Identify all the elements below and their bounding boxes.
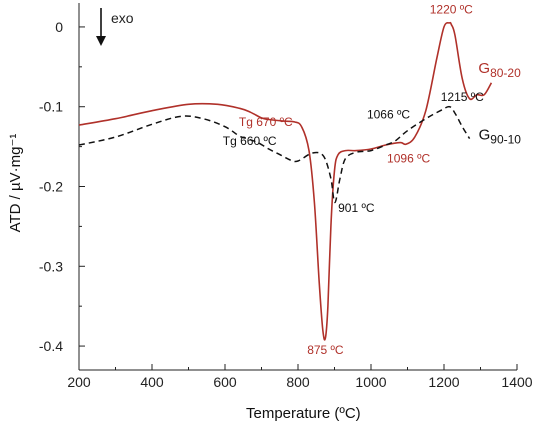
- x-tick-label: 800: [286, 374, 310, 390]
- exo-label: exo: [111, 10, 134, 26]
- curves: G80-20 G90-10: [78, 21, 522, 341]
- exo-indicator: exo: [96, 8, 134, 46]
- y-tick-label: 0: [55, 19, 63, 35]
- exo-arrow-icon: [96, 36, 106, 46]
- annotation-label: 1066 ºC: [367, 108, 410, 122]
- annotation-label: 1096 ºC: [387, 152, 430, 166]
- axes: 200 400 600 800 1000 1200 1400 0 -0.1 -0.2 -0.3 -0.…: [39, 3, 533, 390]
- x-tick-label: 400: [140, 374, 164, 390]
- annotation-label: 901 ºC: [338, 201, 375, 215]
- x-axis-title: Temperature (ºC): [246, 405, 361, 422]
- annotation-label: Tg 670 ºC: [239, 115, 293, 129]
- x-tick-label: 1200: [428, 374, 459, 390]
- annotation-label: 1215 ºC: [441, 90, 484, 104]
- y-axis-title: ATD / µV·mg⁻¹: [7, 134, 24, 233]
- annotations: 1220 ºC Tg 670 ºC Tg 660 ºC 901 ºC 875 ºC 106…: [223, 2, 484, 357]
- y-tick-label: -0.2: [39, 179, 63, 195]
- x-tick-label: 600: [213, 374, 237, 390]
- y-tick-label: -0.1: [39, 99, 63, 115]
- series-label-g90-10: G90-10: [479, 127, 522, 147]
- series-label-g80-20: G80-20: [478, 60, 521, 80]
- y-tick-label: -0.3: [39, 258, 63, 274]
- annotation-label: Tg 660 ºC: [223, 134, 277, 148]
- x-tick-label: 1400: [501, 374, 532, 390]
- y-tick-label: -0.4: [39, 338, 63, 354]
- series-line-g80-20: [78, 21, 493, 341]
- annotation-label: 1220 ºC: [430, 2, 473, 16]
- x-tick-label: 200: [67, 374, 91, 390]
- x-tick-label: 1000: [355, 374, 386, 390]
- series-line-g90-10: [78, 105, 471, 204]
- annotation-label: 875 ºC: [307, 343, 344, 357]
